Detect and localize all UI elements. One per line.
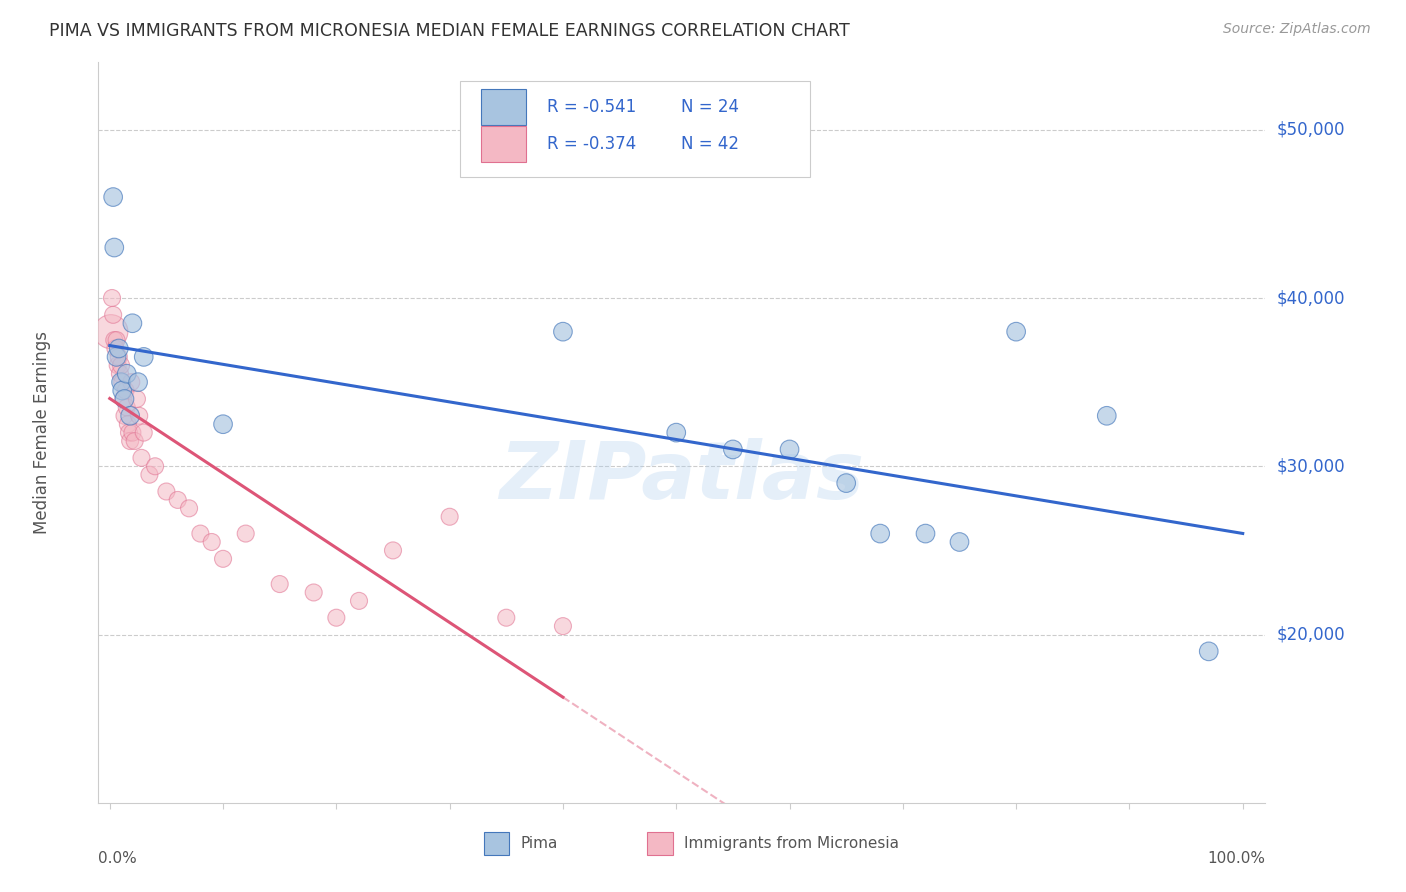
Text: 0.0%: 0.0%	[98, 851, 138, 866]
Point	[121, 316, 143, 330]
Point	[132, 425, 155, 440]
Point	[103, 333, 125, 347]
Point	[551, 619, 574, 633]
FancyBboxPatch shape	[484, 831, 509, 855]
Point	[125, 392, 148, 406]
Point	[114, 409, 136, 423]
Point	[1095, 409, 1118, 423]
Point	[1005, 325, 1028, 339]
Point	[143, 459, 166, 474]
Text: $30,000: $30,000	[1277, 458, 1346, 475]
Point	[382, 543, 405, 558]
Point	[107, 359, 129, 373]
Point	[111, 384, 134, 398]
Point	[101, 308, 124, 322]
Point	[112, 392, 135, 406]
FancyBboxPatch shape	[481, 126, 526, 161]
Point	[325, 610, 347, 624]
Point	[201, 535, 224, 549]
Point	[105, 333, 128, 347]
Text: $50,000: $50,000	[1277, 120, 1346, 139]
Point	[108, 367, 131, 381]
Point	[124, 434, 146, 448]
Point	[869, 526, 891, 541]
Text: ZIPatlas: ZIPatlas	[499, 438, 865, 516]
Text: Median Female Earnings: Median Female Earnings	[34, 331, 52, 534]
Point	[105, 350, 128, 364]
Point	[551, 325, 574, 339]
Point	[121, 425, 143, 440]
Point	[110, 359, 132, 373]
Point	[166, 492, 188, 507]
Point	[914, 526, 936, 541]
Text: Immigrants from Micronesia: Immigrants from Micronesia	[685, 836, 900, 851]
Text: N = 24: N = 24	[681, 98, 738, 116]
Text: PIMA VS IMMIGRANTS FROM MICRONESIA MEDIAN FEMALE EARNINGS CORRELATION CHART: PIMA VS IMMIGRANTS FROM MICRONESIA MEDIA…	[49, 22, 851, 40]
Point	[1198, 644, 1220, 658]
Point	[779, 442, 801, 457]
Point	[212, 551, 235, 566]
Text: Source: ZipAtlas.com: Source: ZipAtlas.com	[1223, 22, 1371, 37]
Point	[118, 425, 141, 440]
Point	[103, 240, 125, 255]
FancyBboxPatch shape	[647, 831, 672, 855]
Point	[177, 501, 200, 516]
Point	[190, 526, 212, 541]
Point	[155, 484, 177, 499]
Point	[302, 585, 325, 599]
Text: Pima: Pima	[520, 836, 558, 851]
Point	[128, 409, 150, 423]
Point	[114, 392, 136, 406]
Point	[439, 509, 461, 524]
Point	[101, 190, 124, 204]
FancyBboxPatch shape	[481, 89, 526, 125]
Point	[495, 610, 517, 624]
Point	[127, 375, 149, 389]
Text: R = -0.374: R = -0.374	[547, 135, 636, 153]
Point	[120, 375, 142, 389]
Point	[835, 476, 858, 491]
Point	[131, 450, 153, 465]
Point	[104, 342, 127, 356]
Point	[721, 442, 744, 457]
Point	[212, 417, 235, 432]
Text: 100.0%: 100.0%	[1208, 851, 1265, 866]
Point	[132, 350, 155, 364]
Point	[108, 350, 131, 364]
Point	[120, 434, 142, 448]
Point	[115, 401, 138, 415]
Text: N = 42: N = 42	[681, 135, 738, 153]
Point	[111, 375, 134, 389]
Point	[117, 417, 139, 432]
Point	[110, 375, 132, 389]
Point	[269, 577, 291, 591]
Point	[101, 291, 124, 305]
Point	[948, 535, 970, 549]
Text: $20,000: $20,000	[1277, 625, 1346, 643]
Text: $40,000: $40,000	[1277, 289, 1346, 307]
FancyBboxPatch shape	[460, 81, 810, 178]
Point	[138, 467, 160, 482]
Point	[100, 325, 122, 339]
Point	[665, 425, 688, 440]
Point	[108, 342, 131, 356]
Point	[114, 384, 136, 398]
Point	[347, 594, 370, 608]
Point	[235, 526, 257, 541]
Point	[115, 367, 138, 381]
Point	[120, 409, 142, 423]
Text: R = -0.541: R = -0.541	[547, 98, 636, 116]
